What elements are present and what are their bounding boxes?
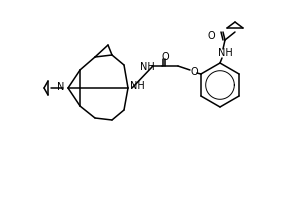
Text: O: O [161, 52, 169, 62]
Text: N: N [57, 82, 65, 92]
Text: O: O [190, 67, 198, 77]
Text: NH: NH [140, 62, 154, 72]
Text: NH: NH [130, 81, 144, 91]
Text: O: O [207, 31, 215, 41]
Text: NH: NH [218, 48, 232, 58]
